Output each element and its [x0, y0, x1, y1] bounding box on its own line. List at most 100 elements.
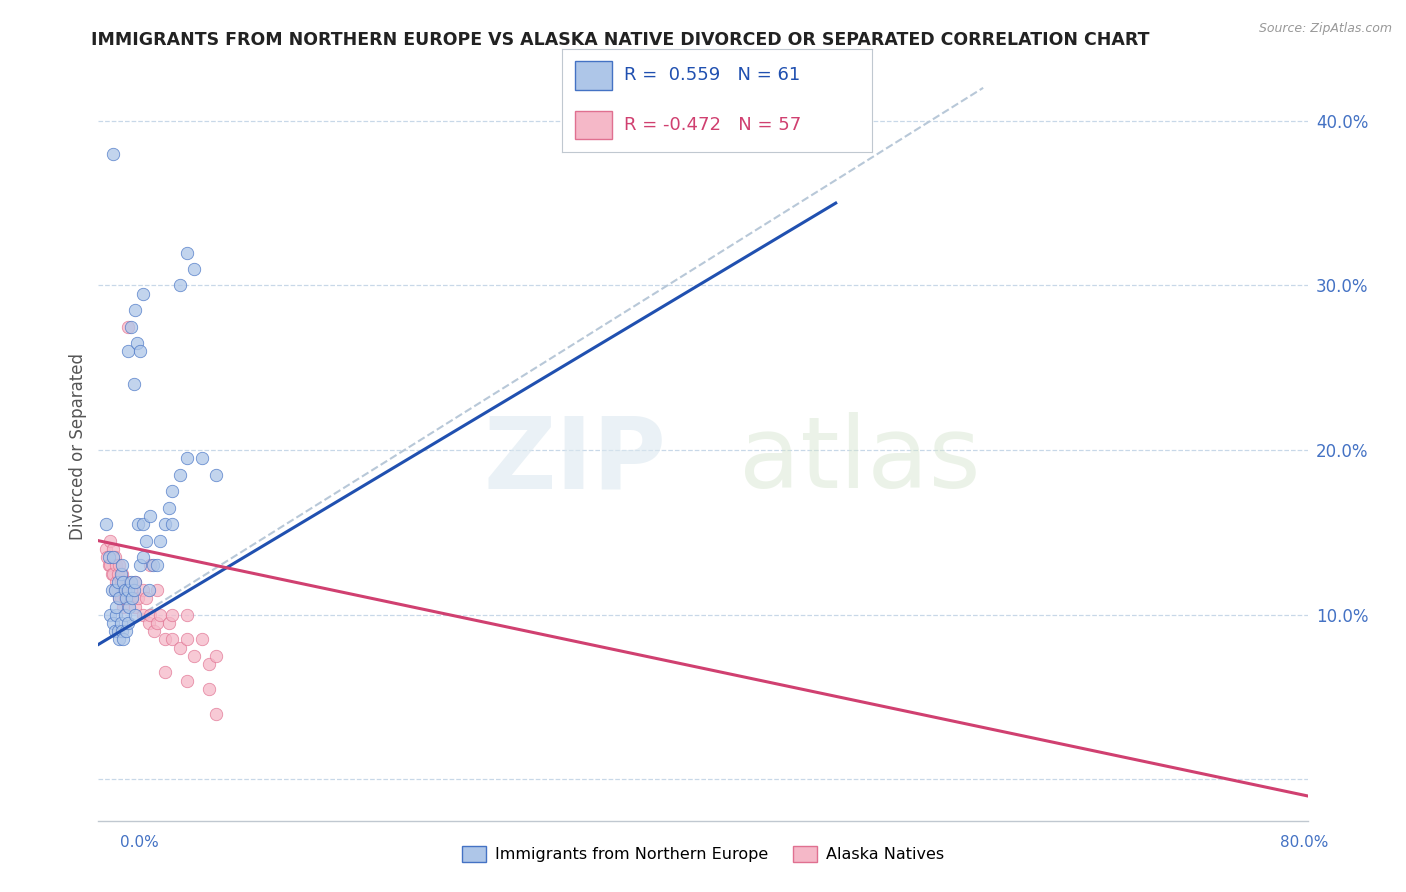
Point	[94, 517, 117, 532]
Point	[110, 574, 132, 589]
Point	[139, 558, 162, 573]
Point	[114, 583, 136, 598]
Point	[104, 583, 127, 598]
Point	[111, 566, 134, 581]
Point	[127, 517, 149, 532]
Point	[110, 615, 132, 630]
Point	[190, 451, 212, 466]
Point	[160, 632, 183, 647]
Point	[121, 591, 143, 606]
Point	[183, 648, 205, 663]
Point	[108, 591, 131, 606]
Point	[124, 574, 146, 589]
Point	[160, 607, 183, 622]
Point	[153, 665, 176, 680]
Point	[100, 583, 122, 598]
Point	[111, 624, 134, 639]
Point	[107, 574, 129, 589]
Point	[127, 591, 149, 606]
Point	[107, 583, 129, 598]
Text: Source: ZipAtlas.com: Source: ZipAtlas.com	[1258, 22, 1392, 36]
Point	[107, 624, 129, 639]
Point	[101, 566, 124, 581]
Bar	[575, 62, 612, 90]
Point	[105, 599, 128, 614]
Point	[117, 319, 139, 334]
Point	[125, 336, 148, 351]
Text: ZIP: ZIP	[484, 412, 666, 509]
Point	[198, 657, 221, 672]
Text: 80.0%: 80.0%	[1281, 836, 1329, 850]
Y-axis label: Divorced or Separated: Divorced or Separated	[69, 352, 87, 540]
Point	[110, 566, 132, 581]
Point	[108, 558, 131, 573]
Point	[176, 632, 198, 647]
Point	[101, 615, 124, 630]
Point	[104, 550, 127, 565]
Point	[100, 566, 122, 581]
Point	[149, 533, 172, 548]
Point	[128, 558, 150, 573]
Text: IMMIGRANTS FROM NORTHERN EUROPE VS ALASKA NATIVE DIVORCED OR SEPARATED CORRELATI: IMMIGRANTS FROM NORTHERN EUROPE VS ALASK…	[91, 31, 1150, 49]
Point	[153, 632, 176, 647]
Point	[110, 591, 132, 606]
Point	[176, 245, 198, 260]
Point	[117, 344, 139, 359]
Point	[160, 517, 183, 532]
Point	[104, 583, 127, 598]
Point	[101, 541, 124, 556]
Point	[149, 607, 172, 622]
Point	[157, 615, 180, 630]
Point	[190, 632, 212, 647]
Point	[176, 673, 198, 688]
Point	[143, 624, 166, 639]
Point	[117, 583, 139, 598]
Point	[176, 607, 198, 622]
Point	[114, 591, 136, 606]
Point	[139, 508, 162, 523]
Point	[101, 146, 124, 161]
Text: R = -0.472   N = 57: R = -0.472 N = 57	[624, 116, 801, 134]
Point	[135, 533, 157, 548]
Point	[169, 467, 191, 482]
Point	[104, 624, 127, 639]
Point	[120, 591, 142, 606]
Point	[120, 574, 142, 589]
Point	[115, 583, 138, 598]
Point	[98, 533, 121, 548]
Point	[107, 566, 129, 581]
Point	[117, 574, 139, 589]
Point	[112, 632, 135, 647]
Point	[108, 632, 131, 647]
Point	[139, 607, 162, 622]
Point	[124, 607, 146, 622]
Point	[131, 517, 153, 532]
Point	[120, 319, 142, 334]
Point	[131, 607, 153, 622]
Point	[98, 558, 121, 573]
Point	[108, 591, 131, 606]
Point	[112, 599, 135, 614]
Point	[146, 615, 169, 630]
Point	[131, 583, 153, 598]
Legend: Immigrants from Northern Europe, Alaska Natives: Immigrants from Northern Europe, Alaska …	[456, 839, 950, 869]
Point	[117, 615, 139, 630]
Point	[98, 607, 121, 622]
Point	[111, 583, 134, 598]
Point	[157, 500, 180, 515]
Point	[97, 558, 120, 573]
Point	[115, 624, 138, 639]
Point	[183, 262, 205, 277]
Point	[112, 583, 135, 598]
Text: R =  0.559   N = 61: R = 0.559 N = 61	[624, 66, 800, 84]
Point	[146, 583, 169, 598]
Point	[169, 640, 191, 655]
Point	[117, 591, 139, 606]
Point	[176, 451, 198, 466]
Point	[131, 550, 153, 565]
Point	[122, 377, 145, 392]
Text: 0.0%: 0.0%	[120, 836, 159, 850]
Point	[153, 517, 176, 532]
Point	[105, 574, 128, 589]
Point	[105, 558, 128, 573]
